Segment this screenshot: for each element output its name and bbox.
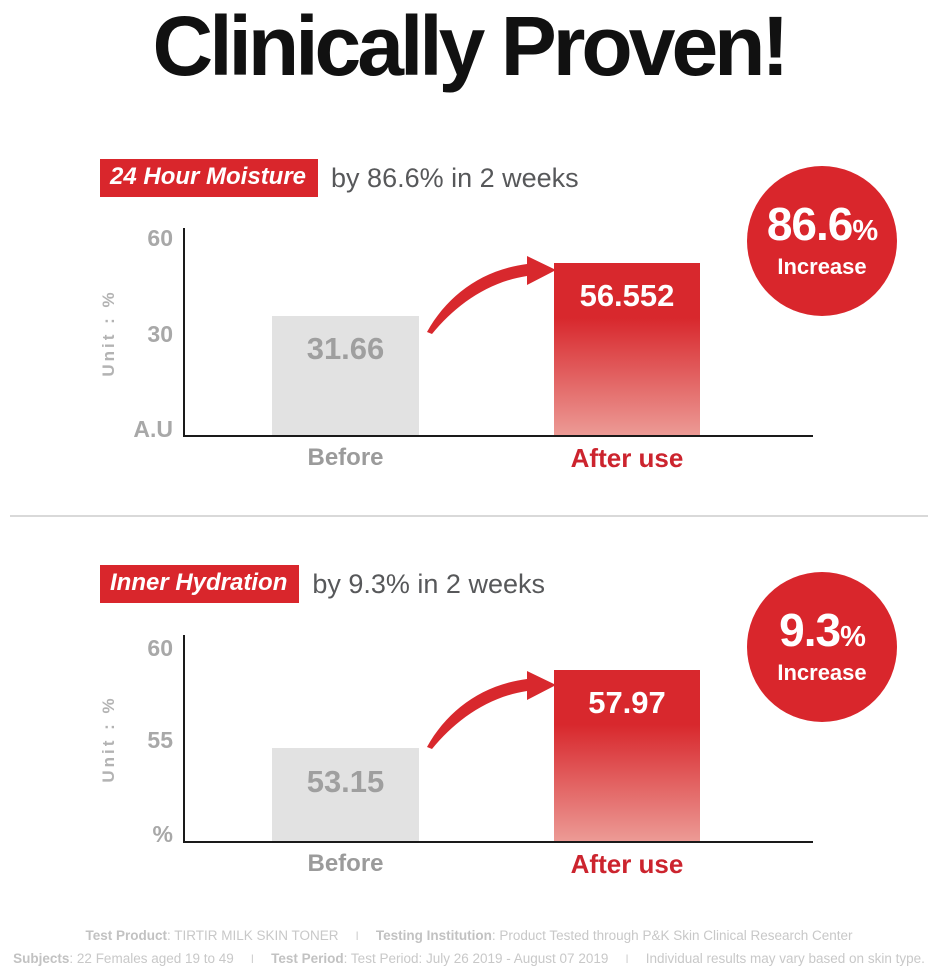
footer-field-value: : TIRTIR MILK SKIN TONER [166, 928, 339, 943]
after-bar-value: 56.552 [579, 278, 675, 313]
before-bar: 31.66 [272, 316, 419, 435]
footer-field-value: : Test Period: July 26 2019 - August 07 … [343, 951, 609, 966]
y-tick: A.U [133, 416, 173, 442]
y-axis-label: Unit : % [99, 695, 118, 783]
arrow-path [427, 671, 556, 749]
plot-area: 60 55 % 53.15 57.97 Before After use [147, 635, 813, 879]
footer-field-label: Subjects [13, 951, 70, 966]
badge-caption: Increase [777, 660, 867, 685]
badge-number: 86.6 [766, 198, 854, 250]
chart-header: 24 Hour Moisture by 86.6% in 2 weeks [100, 159, 579, 197]
footer-separator: I [355, 929, 359, 943]
footer-separator: I [250, 952, 255, 966]
after-label: After use [570, 849, 684, 879]
badge-value: 9.3% [779, 607, 866, 659]
after-bar-value: 57.97 [588, 685, 666, 720]
footer-field-label: Test Period [271, 951, 344, 966]
after-bar: 56.552 [554, 263, 700, 435]
footer-field-label: Test Product [85, 928, 167, 943]
after-bar: 57.97 [554, 670, 700, 841]
footer-field-value: : Product Tested through P&K Skin Clinic… [491, 928, 853, 943]
badge-number: 9.3 [779, 604, 841, 656]
before-bar-value: 53.15 [306, 764, 385, 799]
footer-disclaimer: Individual results may vary based on ski… [645, 951, 925, 966]
footer-field-value: : 22 Females aged 19 to 49 [69, 951, 234, 966]
after-label: After use [570, 443, 684, 473]
moisture-chart-section: 24 Hour Moisture by 86.6% in 2 weeks 86.… [0, 150, 938, 495]
before-bar: 53.15 [272, 748, 419, 841]
increase-badge: 86.6% Increase [747, 166, 897, 316]
y-tick: 60 [147, 225, 173, 251]
increase-arrow-icon [427, 671, 556, 749]
before-label: Before [307, 850, 384, 877]
y-tick: % [152, 821, 173, 847]
badge-caption: Increase [777, 254, 867, 279]
chart-subtitle: by 9.3% in 2 weeks [312, 568, 545, 599]
footer-line-2: Subjects: 22 Females aged 19 to 49 I Test … [0, 950, 938, 968]
footer-field-label: Testing Institution [375, 928, 492, 943]
y-axis-label: Unit : % [99, 289, 118, 377]
chart-title-badge: Inner Hydration [100, 565, 300, 603]
arrow-path [427, 256, 556, 334]
footer-separator: I [625, 952, 629, 966]
section-divider [10, 515, 928, 517]
chart-header: Inner Hydration by 9.3% in 2 weeks [100, 565, 545, 603]
y-tick: 60 [147, 635, 173, 661]
footer-line-1: Test Product: TIRTIR MILK SKIN TONER I Tes… [0, 927, 938, 945]
percent-sign: % [852, 215, 878, 247]
hydration-chart-section: Inner Hydration by 9.3% in 2 weeks 9.3% … [0, 565, 938, 910]
y-tick: 30 [147, 321, 173, 347]
badge-value: 86.6% [767, 201, 878, 253]
plot-area: 60 30 A.U 31.66 56.552 Before After use [133, 226, 813, 473]
y-tick: 55 [147, 727, 173, 753]
chart-title-badge: 24 Hour Moisture [100, 159, 319, 197]
chart-subtitle: by 86.6% in 2 weeks [331, 162, 579, 193]
page-title: Clinically Proven! [152, 0, 790, 93]
percent-sign: % [840, 621, 866, 653]
before-bar-value: 31.66 [306, 331, 385, 366]
increase-arrow-icon [427, 256, 556, 334]
before-label: Before [307, 444, 384, 471]
increase-badge: 9.3% Increase [747, 572, 897, 722]
